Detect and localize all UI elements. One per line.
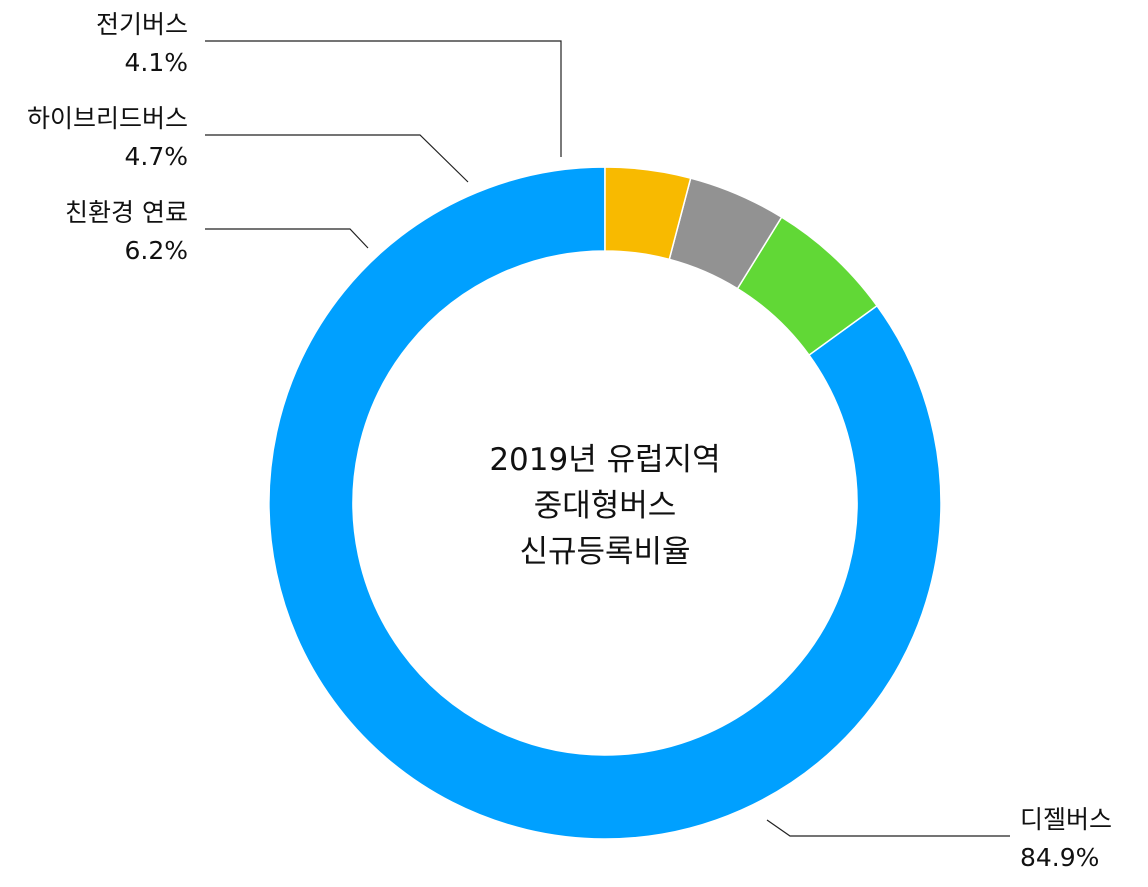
- chart-title-line-2: 중대형버스: [534, 488, 677, 524]
- slice-labels: 디젤버스 84.9% 친환경 연료 6.2% 하이브리드버스 4.7% 전기버스 4.1%: [27, 10, 1112, 872]
- slice-value-label-1: 6.2%: [124, 236, 188, 265]
- leader-line-2: [205, 134, 469, 183]
- slice-0: [268, 166, 942, 840]
- slice-value-label-3: 4.1%: [124, 48, 188, 77]
- donut-slices: [268, 166, 942, 840]
- slice-value-label-0: 84.9%: [1020, 843, 1099, 872]
- leader-line-3: [205, 40, 562, 157]
- slice-value-label-2: 4.7%: [124, 142, 188, 171]
- leader-line-1: [205, 228, 369, 249]
- chart-title-line-3: 신규등록비율: [519, 534, 690, 570]
- leader-lines: [205, 40, 1010, 837]
- chart-title-line-1: 2019년 유럽지역: [489, 442, 720, 478]
- leader-line-0: [766, 819, 1010, 837]
- slice-name-label-0: 디젤버스: [1020, 805, 1112, 834]
- slice-name-label-3: 전기버스: [96, 10, 188, 39]
- slice-3: [604, 166, 692, 261]
- slice-name-label-2: 하이브리드버스: [27, 104, 188, 133]
- slice-name-label-1: 친환경 연료: [65, 198, 188, 227]
